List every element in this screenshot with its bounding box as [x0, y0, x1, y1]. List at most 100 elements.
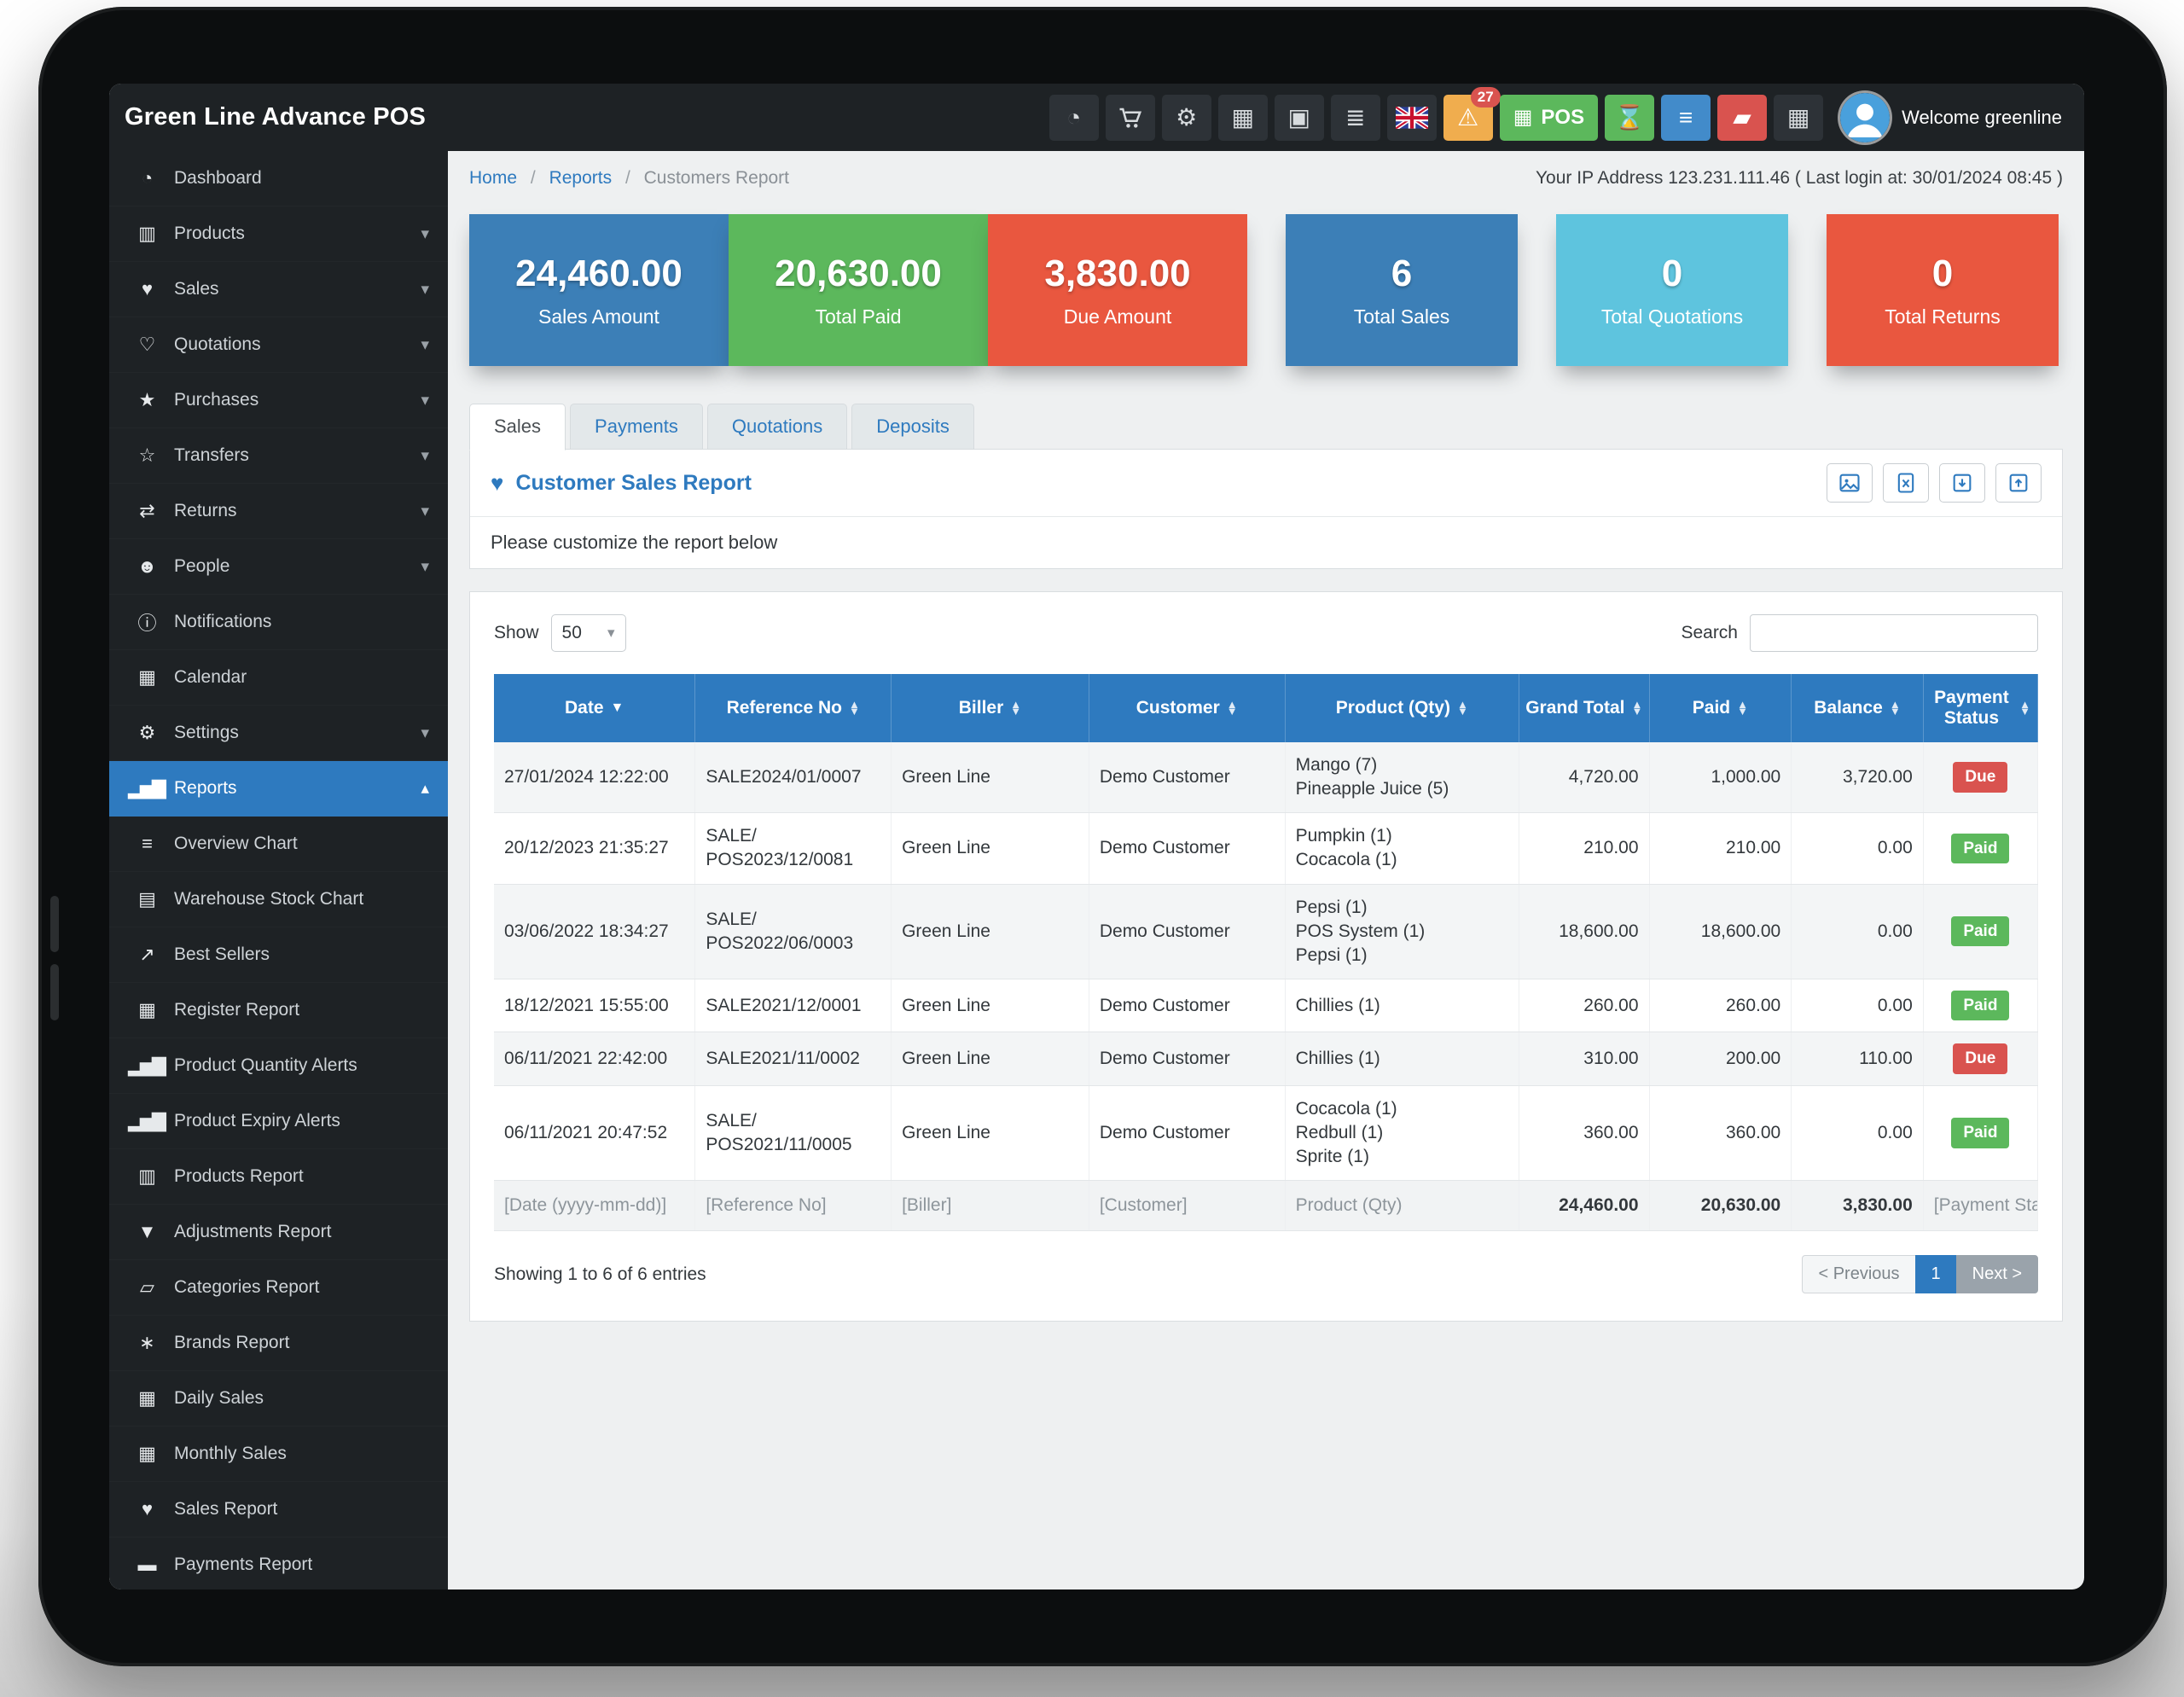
chevron-icon: ▾ — [421, 724, 429, 742]
sidebar-item-label: Notifications — [174, 612, 272, 631]
sidebar-item[interactable]: ☻ People ▾ — [109, 539, 448, 595]
column-header-product[interactable]: Product (Qty) ▲ ▼ — [1285, 674, 1520, 742]
tab-quotations[interactable]: Quotations — [706, 404, 848, 450]
excel-export-button[interactable] — [1883, 463, 1929, 503]
table-footer-row: [Date (yyyy-mm-dd)] [Reference No] [Bill… — [494, 1180, 2039, 1232]
language-flag-button[interactable] — [1386, 94, 1437, 141]
sidebar-item[interactable]: ⓘ Notifications — [109, 595, 448, 650]
column-header-paid[interactable]: Paid ▲ ▼ — [1649, 674, 1792, 742]
hourglass-button[interactable]: ⌛ — [1605, 94, 1655, 141]
sidebar-item[interactable]: ⚙ Settings ▾ — [109, 706, 448, 761]
sidebar-item[interactable]: ▱ Categories Report — [109, 1260, 448, 1316]
apps-grid-button[interactable]: ▦ — [1774, 94, 1824, 141]
column-header-customer[interactable]: Customer ▲ ▼ — [1089, 674, 1286, 742]
cart-button[interactable] — [1105, 94, 1155, 141]
table-row[interactable]: 03/06/2022 18:34:27 SALE/ POS2022/06/000… — [494, 884, 2039, 979]
sidebar-item-icon: ▥ — [138, 1165, 156, 1187]
next-page-button[interactable]: Next > — [1955, 1255, 2038, 1294]
previous-page-button[interactable]: < Previous — [1802, 1255, 1916, 1294]
sidebar-item-icon: ▼ — [137, 1221, 157, 1242]
cell-products: Pumpkin (1) Cocacola (1) — [1285, 812, 1520, 885]
column-header-balance[interactable]: Balance ▲ ▼ — [1791, 674, 1924, 742]
sidebar-item-label: Products — [174, 224, 245, 243]
cell-products: Cocacola (1) Redbull (1) Sprite (1) — [1285, 1085, 1520, 1182]
print-export-button[interactable] — [1995, 463, 2042, 503]
sidebar-item-label: Product Expiry Alerts — [174, 1111, 340, 1130]
chevron-icon: ▾ — [421, 224, 429, 243]
sidebar-item[interactable]: ▤ Warehouse Stock Chart — [109, 872, 448, 927]
tab-sales[interactable]: Sales — [469, 404, 566, 450]
alerts-count-badge: 27 — [1470, 86, 1501, 108]
sidebar-item[interactable]: ☆ Transfers ▾ — [109, 428, 448, 484]
breadcrumb-reports-link[interactable]: Reports — [549, 168, 613, 188]
calculator-button[interactable]: ▦ — [1217, 94, 1268, 141]
sidebar-item[interactable]: ≡ Overview Chart — [109, 817, 448, 872]
stack-button[interactable]: ≣ — [1330, 94, 1380, 141]
sidebar-item-icon: ∗ — [139, 1332, 154, 1353]
sidebar-item[interactable]: ▦ Monthly Sales — [109, 1427, 448, 1482]
dashboard-button[interactable]: ◔ — [1048, 94, 1099, 141]
column-header-reference[interactable]: Reference No ▲ ▼ — [694, 674, 892, 742]
cell-products: Chillies (1) — [1285, 979, 1520, 1033]
breadcrumb-home-link[interactable]: Home — [469, 168, 518, 188]
pos-button[interactable]: ▦ POS — [1499, 94, 1599, 141]
table-row[interactable]: 18/12/2021 15:55:00 SALE2021/12/0001 Gre… — [494, 979, 2039, 1033]
table-row[interactable]: 06/11/2021 20:47:52 SALE/ POS2021/11/000… — [494, 1085, 2039, 1182]
payment-status-badge: Paid — [1951, 1118, 2010, 1148]
tab-deposits[interactable]: Deposits — [851, 404, 974, 450]
cell-date: 06/11/2021 20:47:52 — [494, 1085, 696, 1182]
search-input[interactable] — [1750, 614, 2038, 652]
pdf-export-button[interactable] — [1939, 463, 1985, 503]
table-row[interactable]: 27/01/2024 12:22:00 SALE2024/01/0007 Gre… — [494, 742, 2039, 814]
tab-payments[interactable]: Payments — [570, 404, 703, 450]
sort-desc-icon: ▼ — [610, 700, 624, 715]
image-export-button[interactable] — [1827, 463, 1873, 503]
card-value: 24,460.00 — [515, 252, 682, 294]
page-size-select[interactable]: 50 ▾ — [550, 614, 626, 652]
sidebar-item[interactable]: ◔ Dashboard — [109, 151, 448, 206]
settings-gears-button[interactable]: ⚙ — [1161, 94, 1211, 141]
column-header-biller[interactable]: Biller ▲ ▼ — [891, 674, 1089, 742]
cart-icon — [1119, 108, 1141, 128]
sidebar-item[interactable]: ♥ Sales ▾ — [109, 262, 448, 317]
cell-biller: Green Line — [891, 742, 1089, 814]
column-header-date[interactable]: Date ▼ — [494, 674, 696, 742]
column-header-payment-status[interactable]: Payment Status ▲ ▼ — [1923, 674, 2039, 742]
cell-status: Paid — [1923, 1085, 2039, 1182]
sidebar-item-icon: ▤ — [138, 888, 156, 910]
cell-biller: Green Line — [891, 1032, 1089, 1086]
list-button[interactable]: ≡ — [1661, 94, 1711, 141]
sidebar-item[interactable]: ↗ Best Sellers — [109, 927, 448, 983]
sidebar-item[interactable]: ▂▅▇ Product Expiry Alerts — [109, 1094, 448, 1149]
column-header-grand-total[interactable]: Grand Total ▲ ▼ — [1519, 674, 1650, 742]
current-page-button[interactable]: 1 — [1914, 1255, 1957, 1294]
cell-reference: SALE2021/12/0001 — [694, 979, 892, 1033]
sidebar-item[interactable]: ▂▅▇ Reports ▴ — [109, 761, 448, 817]
card-label: Total Sales — [1353, 305, 1450, 328]
sidebar-item-label: Monthly Sales — [174, 1444, 287, 1463]
sidebar-item[interactable]: ▦ Daily Sales — [109, 1371, 448, 1427]
sidebar-item[interactable]: ▼ Adjustments Report — [109, 1205, 448, 1260]
sidebar-item[interactable]: ▬ Payments Report — [109, 1537, 448, 1589]
alerts-button[interactable]: ⚠ 27 — [1443, 86, 1501, 141]
calendar-button[interactable]: ▣ — [1274, 94, 1324, 141]
sidebar-item[interactable]: ▦ Calendar — [109, 650, 448, 706]
sidebar-item[interactable]: ▥ Products ▾ — [109, 206, 448, 262]
table-row[interactable]: 20/12/2023 21:35:27 SALE/ POS2023/12/008… — [494, 812, 2039, 885]
sidebar-item[interactable]: ♥ Sales Report — [109, 1482, 448, 1537]
sidebar-item[interactable]: ▥ Products Report — [109, 1149, 448, 1205]
sidebar-item-label: Dashboard — [174, 168, 262, 188]
sidebar-item-icon: ♥ — [141, 1498, 153, 1520]
app-title: Green Line Advance POS — [125, 103, 427, 131]
table-row[interactable]: 06/11/2021 22:42:00 SALE2021/11/0002 Gre… — [494, 1032, 2039, 1086]
sidebar-item[interactable]: ∗ Brands Report — [109, 1316, 448, 1371]
sidebar-item[interactable]: ★ Purchases ▾ — [109, 373, 448, 428]
clear-cache-button[interactable]: ▰ — [1717, 94, 1768, 141]
cell-biller: Green Line — [891, 812, 1089, 885]
avatar[interactable] — [1840, 92, 1891, 142]
sidebar-item[interactable]: ⇄ Returns ▾ — [109, 484, 448, 539]
sidebar-item[interactable]: ▦ Register Report — [109, 983, 448, 1038]
sidebar-item[interactable]: ▂▅▇ Product Quantity Alerts — [109, 1038, 448, 1094]
sidebar-item[interactable]: ♡ Quotations ▾ — [109, 317, 448, 373]
cell-customer: Demo Customer — [1089, 979, 1286, 1033]
